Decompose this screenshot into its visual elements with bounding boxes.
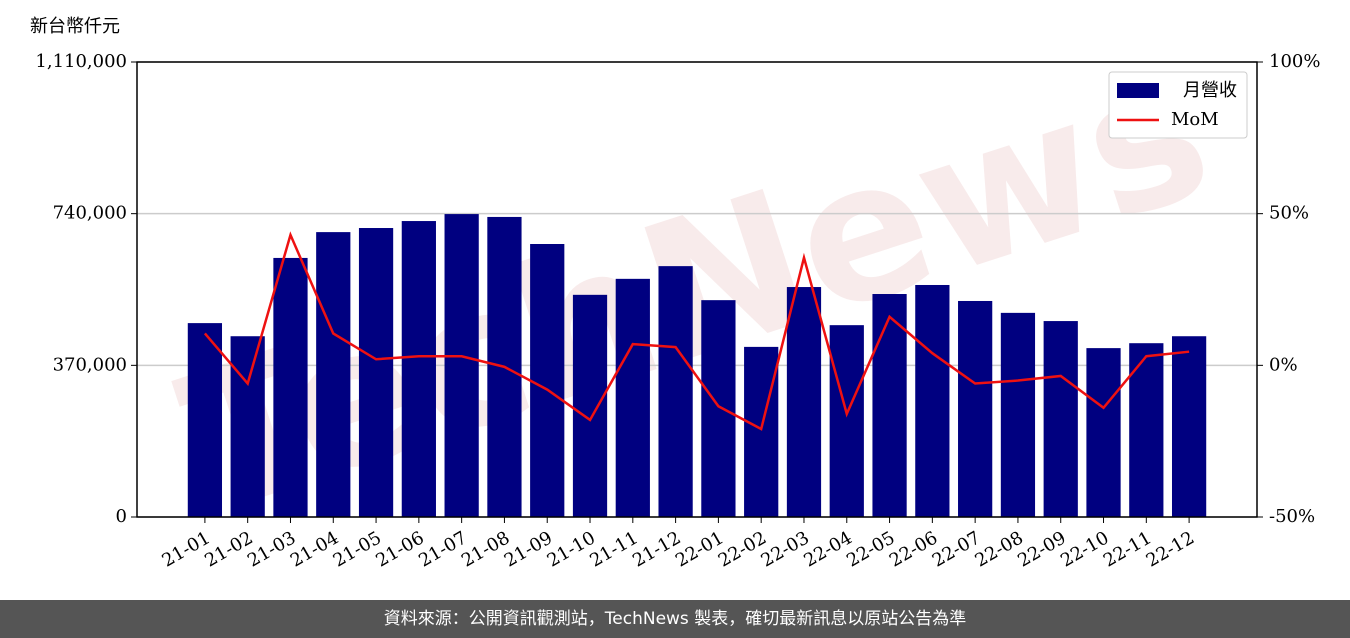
x-tick-label: 21-08 (458, 527, 513, 571)
bar (358, 228, 394, 517)
x-tick-label: 21-12 (629, 527, 684, 571)
y-unit-label: 新台幣仟元 (30, 16, 120, 37)
bar (401, 221, 436, 517)
y2-tick-label: 100% (1269, 51, 1320, 72)
y2-tick-label: -50% (1269, 506, 1315, 527)
x-tick-label: 22-12 (1143, 527, 1198, 571)
bar (1086, 348, 1121, 517)
plot-frame (136, 61, 1258, 518)
bar (572, 294, 608, 517)
footer: 資料來源：公開資訊觀測站，TechNews 製表，確切最新訊息以原站公告為準 (0, 600, 1350, 638)
bar (658, 266, 693, 517)
x-tick-label: 22-08 (971, 527, 1026, 571)
bar (530, 244, 565, 517)
y-tick-label: 0 (116, 506, 127, 527)
x-tick-label: 22-05 (843, 527, 898, 571)
bar (316, 232, 351, 517)
bar (1171, 336, 1207, 517)
bar (1043, 321, 1078, 517)
bar (872, 294, 907, 517)
x-tick-label: 22-03 (758, 527, 813, 571)
y-tick-label: 1,110,000 (35, 51, 127, 72)
chart: 新台幣仟元 TechNews 0370,000740,0001,110,000-… (30, 16, 1320, 572)
x-tick-label: 21-01 (158, 527, 213, 571)
bar (187, 323, 223, 517)
bar (786, 287, 822, 517)
y2-tick-label: 0% (1269, 354, 1298, 375)
x-tick-label: 22-06 (886, 527, 941, 571)
x-tick-label: 21-06 (372, 527, 427, 571)
bar (444, 214, 479, 517)
x-tick-label: 22-10 (1057, 527, 1112, 571)
x-tick-label: 21-11 (586, 527, 641, 571)
bar (1129, 343, 1164, 517)
legend-label: 月營收 (1183, 80, 1237, 101)
bar (1000, 312, 1036, 517)
x-tick-label: 21-10 (544, 527, 599, 571)
bar (958, 300, 993, 517)
bar (744, 346, 779, 517)
y-tick-label: 370,000 (53, 354, 127, 375)
x-tick-label: 22-01 (672, 527, 727, 571)
line (203, 231, 1190, 431)
x-tick-label: 22-04 (800, 527, 855, 571)
x-tick-label: 22-09 (1014, 527, 1069, 571)
x-tick-label: 21-09 (501, 527, 556, 571)
x-tick-label: 21-04 (287, 527, 342, 571)
y2-tick-label: 50% (1269, 203, 1309, 224)
x-tick-label: 21-07 (415, 527, 470, 571)
legend-label: MoM (1171, 109, 1219, 130)
x-tick-label: 21-05 (330, 527, 385, 571)
bar (701, 300, 736, 517)
bar (829, 325, 864, 517)
bar (273, 257, 308, 517)
bar (915, 284, 950, 517)
x-tick-label: 22-11 (1100, 527, 1155, 571)
x-tick-label: 22-02 (715, 527, 770, 571)
bar (230, 336, 265, 517)
bar (615, 278, 650, 517)
x-tick-label: 22-07 (929, 527, 984, 571)
legend-swatch (1117, 83, 1159, 98)
y-tick-label: 740,000 (53, 203, 127, 224)
